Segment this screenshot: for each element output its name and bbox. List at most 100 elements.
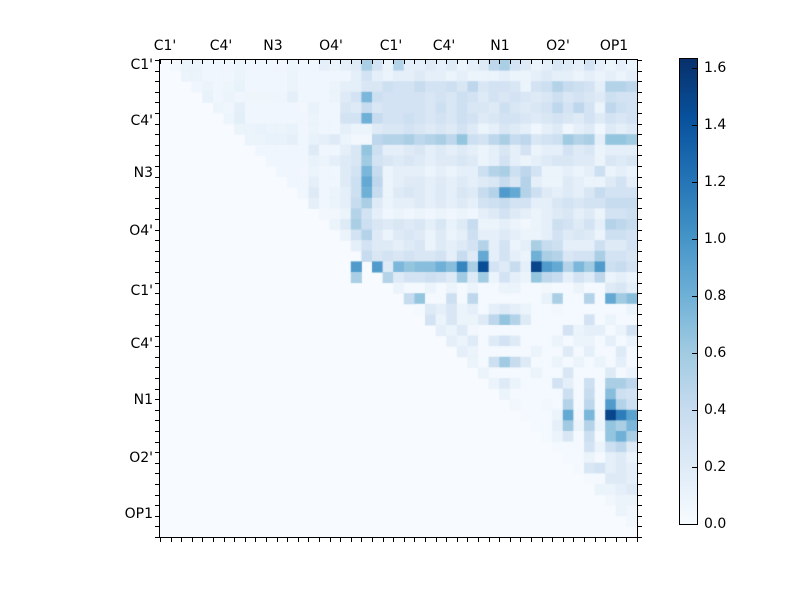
y-tick-label: C4' [130,336,153,352]
top-tick [510,60,511,64]
bottom-tick [383,538,384,542]
left-tick [155,198,159,199]
left-tick [155,367,159,368]
left-tick [155,124,159,125]
bottom-tick [584,538,585,542]
left-tick [155,389,159,390]
left-tick [155,378,159,379]
colorbar-tick [692,296,697,297]
top-tick [330,60,331,64]
right-tick [638,367,642,368]
top-tick [605,60,606,64]
top-tick [160,60,161,64]
top-tick [542,60,543,64]
top-tick [202,60,203,64]
colorbar-tick-label: 0.2 [704,459,727,475]
bottom-tick [298,538,299,542]
top-tick [637,60,638,64]
colorbar-tick-label: 1.4 [704,117,727,133]
bottom-tick [436,538,437,542]
bottom-tick [277,538,278,542]
colorbar-tick [692,524,697,525]
top-tick [234,60,235,64]
left-tick [155,283,159,284]
bottom-tick [510,538,511,542]
left-tick [155,304,159,305]
left-tick [155,314,159,315]
right-tick [638,452,642,453]
bottom-tick [181,538,182,542]
right-tick [638,230,642,231]
colorbar-tick [692,410,697,411]
right-tick [638,81,642,82]
y-tick-label: C4' [130,113,153,129]
bottom-tick [563,538,564,542]
right-tick [638,357,642,358]
bottom-tick [266,538,267,542]
x-tick-label: C4' [209,38,233,54]
right-tick [638,293,642,294]
left-tick [155,166,159,167]
top-tick [266,60,267,64]
bottom-tick [478,538,479,542]
x-tick-label: C1' [379,38,403,54]
top-tick [414,60,415,64]
top-tick [361,60,362,64]
right-tick [638,240,642,241]
bottom-tick [393,538,394,542]
right-tick [638,505,642,506]
right-tick [638,134,642,135]
left-tick [155,516,159,517]
right-tick [638,537,642,538]
bottom-tick [224,538,225,542]
right-tick [638,526,642,527]
right-tick [638,346,642,347]
plot-area [159,59,638,538]
colorbar-tick-label: 1.6 [704,60,727,76]
right-tick [638,102,642,103]
bottom-tick [573,538,574,542]
right-tick [638,166,642,167]
top-tick [393,60,394,64]
right-tick [638,219,642,220]
top-tick [192,60,193,64]
colorbar-tick [692,353,697,354]
y-tick-label: N1 [133,392,153,408]
bottom-tick [234,538,235,542]
top-tick [478,60,479,64]
left-tick [155,92,159,93]
top-tick [298,60,299,64]
x-tick-label: N1 [490,38,510,54]
bottom-tick [372,538,373,542]
top-tick [308,60,309,64]
top-tick [531,60,532,64]
left-tick [155,420,159,421]
top-tick [340,60,341,64]
right-tick [638,484,642,485]
y-tick-label: N3 [133,165,153,181]
top-tick [436,60,437,64]
right-tick [638,208,642,209]
top-tick [255,60,256,64]
left-tick [155,505,159,506]
left-tick [155,102,159,103]
colorbar-tick-label: 0.8 [704,288,727,304]
left-tick [155,134,159,135]
right-tick [638,124,642,125]
right-tick [638,177,642,178]
top-tick [563,60,564,64]
bottom-tick [404,538,405,542]
top-tick [616,60,617,64]
right-tick [638,198,642,199]
left-tick [155,399,159,400]
bottom-tick [361,538,362,542]
right-tick [638,304,642,305]
left-tick [155,155,159,156]
top-tick [287,60,288,64]
top-tick [404,60,405,64]
top-tick [383,60,384,64]
left-tick [155,219,159,220]
x-tick-label: C4' [432,38,456,54]
colorbar-tick [692,68,697,69]
